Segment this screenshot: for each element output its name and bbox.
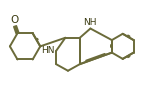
Text: HN: HN [41,46,55,55]
Text: O: O [10,15,19,25]
Text: NH: NH [83,18,96,27]
